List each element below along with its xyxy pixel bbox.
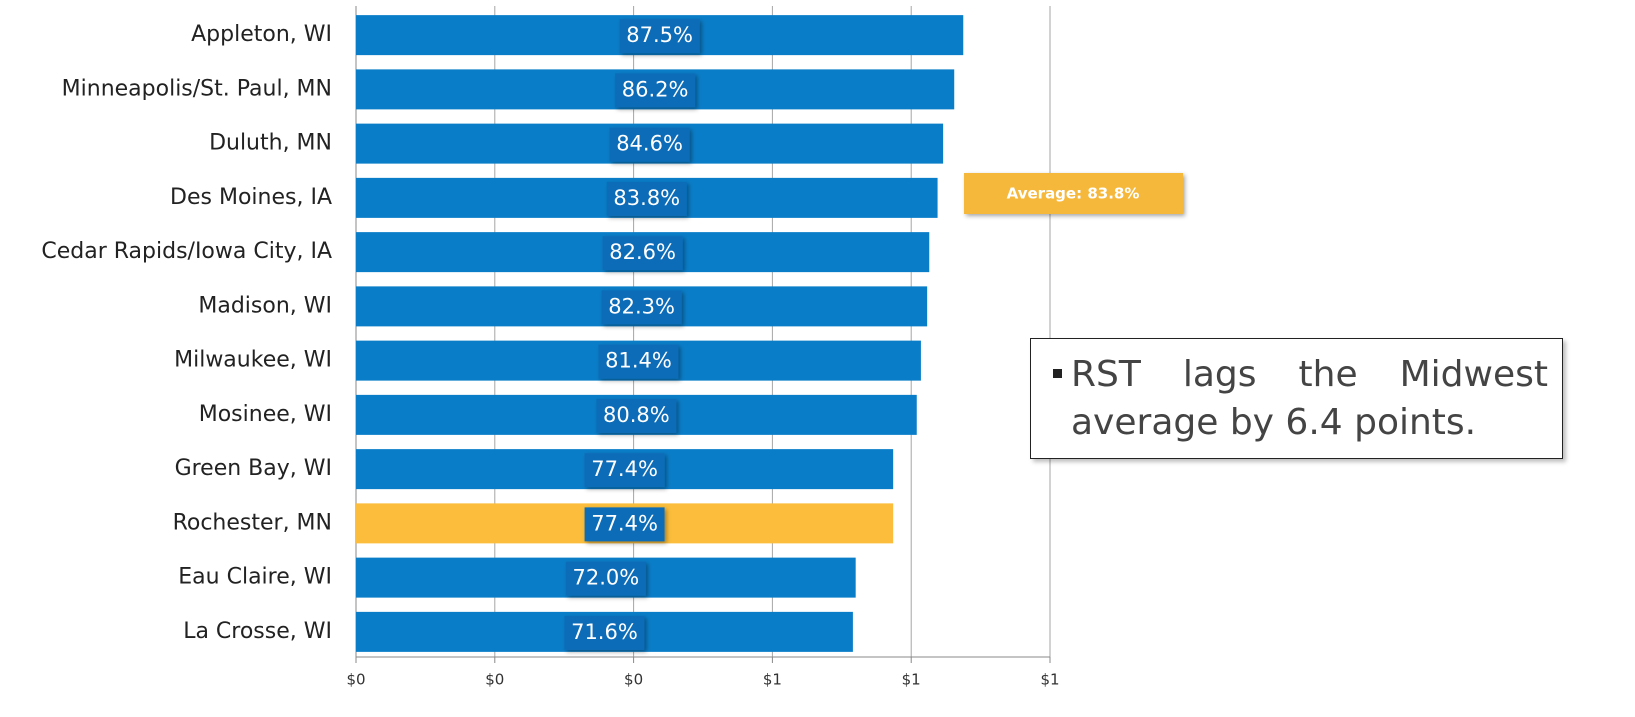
value-label: 84.6% <box>616 132 683 156</box>
value-label: 86.2% <box>622 77 689 101</box>
x-tick-label: $1 <box>1040 671 1059 689</box>
value-label-box <box>564 615 645 650</box>
x-tick-label: $0 <box>346 671 365 689</box>
x-tick-label: $0 <box>624 671 643 689</box>
y-tick-label: La Crosse, WI <box>183 619 332 644</box>
x-tick-label: $1 <box>763 671 782 689</box>
value-label-box <box>596 398 677 433</box>
value-label: 71.6% <box>571 620 638 644</box>
y-tick-label: Milwaukee, WI <box>174 348 332 373</box>
y-tick-label: Des Moines, IA <box>170 185 332 210</box>
value-label: 82.3% <box>608 294 675 318</box>
value-label-box <box>601 290 682 325</box>
value-label-box <box>602 236 683 271</box>
y-tick-label: Appleton, WI <box>191 22 332 47</box>
value-label-box <box>615 73 696 108</box>
x-tick-label: $1 <box>902 671 921 689</box>
value-label: 81.4% <box>605 349 672 373</box>
value-label-box <box>565 561 646 596</box>
y-tick-label: Duluth, MN <box>209 131 332 156</box>
y-tick-label: Minneapolis/St. Paul, MN <box>62 76 332 101</box>
value-label: 77.4% <box>591 457 658 481</box>
y-tick-label: Madison, WI <box>198 293 332 318</box>
value-label: 72.0% <box>572 566 639 590</box>
y-tick-label: Mosinee, WI <box>199 402 332 427</box>
annotation: Average: 83.8% <box>1007 185 1140 203</box>
value-label-box <box>584 453 665 488</box>
value-label: 83.8% <box>613 186 680 210</box>
y-tick-label: Cedar Rapids/Iowa City, IA <box>41 239 332 264</box>
value-label-box <box>609 127 690 162</box>
value-label-box <box>598 344 679 379</box>
x-tick-label: $0 <box>485 671 504 689</box>
y-tick-label: Green Bay, WI <box>175 456 332 481</box>
value-label-box <box>619 19 700 54</box>
annotation-box <box>964 173 1183 214</box>
value-label: 77.4% <box>591 511 658 535</box>
value-label: 87.5% <box>626 23 693 47</box>
note-box: RST lags the Midwest average by 6.4 poin… <box>1030 338 1563 459</box>
value-label: 80.8% <box>603 403 670 427</box>
y-tick-label: Rochester, MN <box>173 510 332 535</box>
value-label-box <box>584 507 665 542</box>
value-label-box <box>606 181 687 216</box>
y-tick-label: Eau Claire, WI <box>178 565 332 590</box>
value-label: 82.6% <box>609 240 676 264</box>
